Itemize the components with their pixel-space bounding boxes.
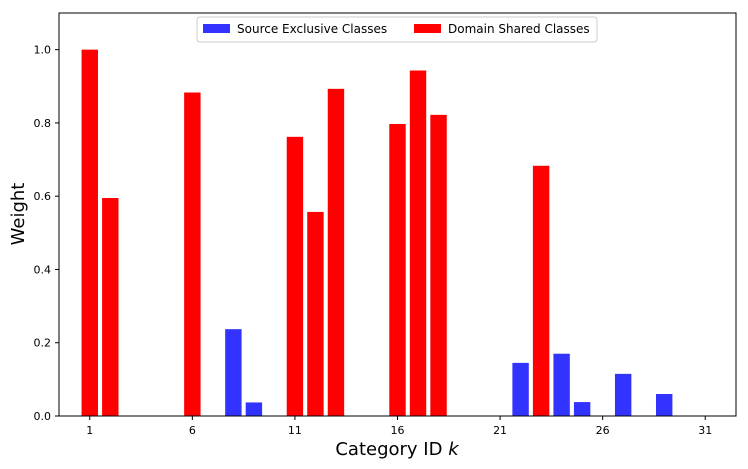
bar-domain-shared-16 (389, 124, 406, 416)
x-axis-label-variable: k (448, 439, 460, 460)
y-tick-label-0.6: 0.6 (34, 190, 52, 203)
bar-domain-shared-6 (184, 92, 201, 416)
bar-domain-shared-13 (327, 88, 345, 416)
bars-layer (81, 49, 673, 417)
legend-swatch-source-exclusive (203, 24, 230, 33)
x-axis-label: Category ID k (335, 439, 460, 460)
y-tick-label-0.2: 0.2 (34, 337, 52, 350)
y-tick-label-0.8: 0.8 (34, 117, 52, 130)
x-axis-label-text: Category ID (335, 439, 442, 460)
bar-source-exclusive-25 (573, 402, 591, 416)
bar-source-exclusive-29 (655, 394, 673, 416)
y-axis: 0.0 0.2 0.4 0.6 0.8 1.0 (34, 44, 59, 423)
bar-source-exclusive-8 (225, 329, 242, 416)
y-tick-label-1.0: 1.0 (34, 44, 52, 57)
bar-domain-shared-23 (532, 165, 550, 416)
bar-source-exclusive-22 (512, 362, 529, 416)
legend-frame (196, 16, 598, 43)
x-tick-label-26: 26 (596, 424, 610, 437)
x-tick-label-1: 1 (86, 424, 93, 437)
x-tick-label-31: 31 (698, 424, 712, 437)
bar-source-exclusive-9 (245, 402, 263, 416)
bar-domain-shared-12 (307, 211, 324, 416)
y-tick-label-0.4: 0.4 (34, 263, 52, 276)
x-axis: 1 6 11 16 21 26 31 (86, 416, 712, 437)
x-tick-label-16: 16 (391, 424, 405, 437)
bar-source-exclusive-24 (553, 353, 570, 416)
legend: Source Exclusive Classes Domain Shared C… (196, 16, 598, 43)
bar-domain-shared-11 (286, 136, 304, 416)
x-tick-label-11: 11 (288, 424, 302, 437)
bar-domain-shared-17 (409, 70, 427, 416)
legend-label-source-exclusive: Source Exclusive Classes (237, 22, 387, 36)
bar-domain-shared-18 (430, 114, 447, 416)
x-tick-label-21: 21 (493, 424, 507, 437)
bar-domain-shared-2 (102, 198, 119, 416)
y-axis-label: Weight (8, 183, 29, 246)
legend-swatch-domain-shared (414, 24, 441, 33)
x-tick-label-6: 6 (189, 424, 196, 437)
bar-domain-shared-1 (81, 49, 98, 417)
legend-label-domain-shared: Domain Shared Classes (448, 22, 590, 36)
bar-source-exclusive-27 (614, 373, 632, 416)
y-tick-label-0.0: 0.0 (34, 410, 52, 423)
